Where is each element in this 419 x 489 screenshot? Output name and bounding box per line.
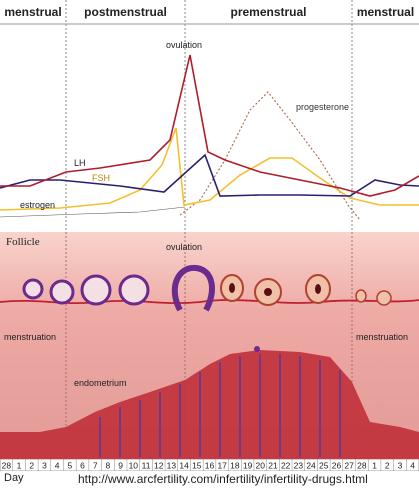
- day-number: 4: [410, 461, 415, 471]
- day-number: 15: [192, 461, 202, 471]
- estrogen-baseline: [0, 206, 186, 218]
- day-number: 1: [17, 461, 22, 471]
- day-number: 12: [154, 461, 164, 471]
- day-number: 4: [55, 461, 60, 471]
- day-number: 23: [294, 461, 304, 471]
- ovulation-label-top: ovulation: [166, 40, 203, 50]
- day-number: 10: [129, 461, 139, 471]
- progesterone-label: progesterone: [296, 102, 350, 112]
- phase-label-postmenstrual: postmenstrual: [84, 5, 167, 19]
- day-number: 18: [230, 461, 240, 471]
- day-number: 26: [332, 461, 342, 471]
- endometrium-layer: [0, 350, 419, 462]
- day-number: 22: [281, 461, 291, 471]
- day-number: 11: [142, 461, 151, 471]
- day-number: 28: [2, 461, 12, 471]
- day-number: 24: [306, 461, 316, 471]
- day-number: 5: [67, 461, 72, 471]
- phase-label-menstrual-right: menstrual: [356, 5, 415, 19]
- day-number: 20: [256, 461, 266, 471]
- phase-label-premenstrual: premenstrual: [230, 5, 307, 19]
- endometrium-label: endometrium: [74, 378, 127, 388]
- day-scale: 28 1 2 3 4 5 6 7 8 9 10 11 12 13 14 15 16 17 18 19 20 21 22 23 2…: [0, 459, 419, 471]
- day-number: 2: [385, 461, 390, 471]
- day-number: 28: [357, 461, 367, 471]
- day-number: 8: [106, 461, 111, 471]
- lh-curve: [0, 54, 419, 197]
- follicle-title: Follicle: [6, 236, 40, 248]
- ovary-surface-line: [0, 299, 419, 305]
- day-number: 14: [179, 461, 189, 471]
- ovulation-label-bottom: ovulation: [166, 242, 203, 252]
- day-number: 19: [243, 461, 253, 471]
- day-number: 25: [319, 461, 329, 471]
- phase-label-menstrual-left: menstrual: [4, 5, 62, 19]
- day-number: 17: [217, 461, 227, 471]
- follicle-icon: [22, 264, 392, 312]
- lh-label: LH: [74, 158, 86, 168]
- day-label: Day: [4, 472, 24, 484]
- estrogen-curve: [0, 153, 419, 197]
- day-number: 16: [205, 461, 215, 471]
- follicle-endometrium-panel: [0, 232, 419, 462]
- day-number: 3: [42, 461, 47, 471]
- day-number: 27: [344, 461, 354, 471]
- progesterone-curve: [179, 91, 361, 221]
- day-number: 6: [80, 461, 85, 471]
- day-number: 1: [372, 461, 377, 471]
- hormone-chart: [0, 0, 419, 232]
- day-number: 21: [268, 461, 278, 471]
- day-number: 2: [29, 461, 34, 471]
- endometrium-glands: [99, 354, 341, 457]
- day-number: 3: [398, 461, 403, 471]
- day-number: 7: [93, 461, 98, 471]
- menstruation-label-right: menstruation: [356, 332, 409, 342]
- day-number: 13: [167, 461, 177, 471]
- menstruation-label-left: menstruation: [4, 332, 57, 342]
- fsh-label: FSH: [92, 173, 110, 183]
- source-url: http://www.arcfertility.com/infertility/…: [78, 472, 368, 486]
- fsh-curve: [0, 127, 419, 211]
- estrogen-label: estrogen: [20, 200, 56, 210]
- day-number: 9: [118, 461, 123, 471]
